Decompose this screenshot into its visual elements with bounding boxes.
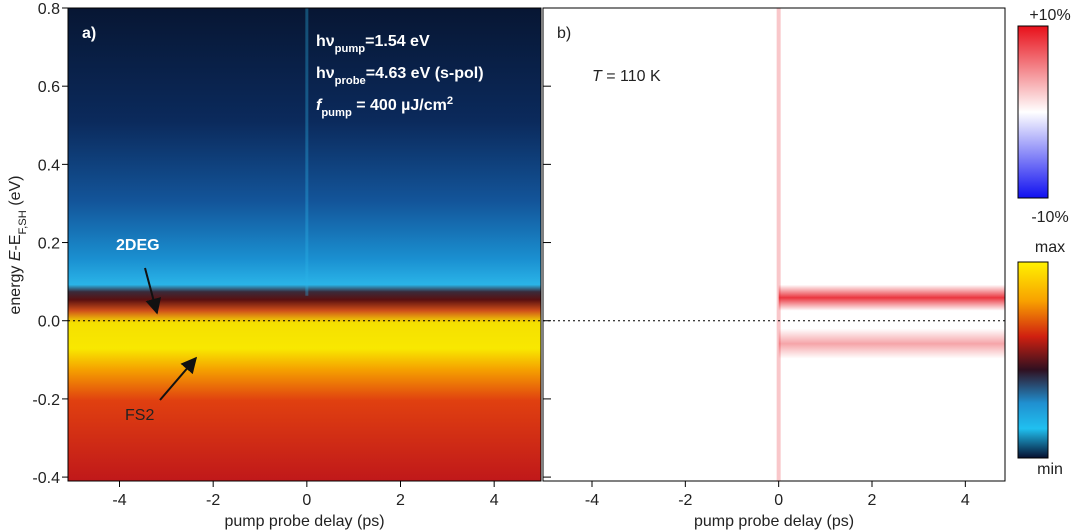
x-tick-label: 2 bbox=[868, 492, 877, 509]
y-tick-label: -0.2 bbox=[32, 392, 60, 409]
text-part: E bbox=[7, 250, 24, 261]
y-tick-label: 0.4 bbox=[38, 157, 60, 174]
frame bbox=[67, 7, 542, 482]
text-part: = 110 K bbox=[602, 68, 661, 85]
feature bbox=[778, 328, 1005, 359]
text-part: 2 bbox=[447, 95, 453, 107]
annotation: 2DEG bbox=[116, 237, 160, 254]
x-tick-label: -4 bbox=[585, 492, 599, 509]
feature bbox=[776, 8, 781, 481]
colorbar-label: max bbox=[1035, 239, 1065, 256]
x-tick-label: 4 bbox=[961, 492, 970, 509]
text-part: F,SH bbox=[17, 210, 29, 234]
x-tick-label: 0 bbox=[302, 492, 311, 509]
heatmap-a bbox=[68, 8, 541, 481]
frame bbox=[542, 7, 1006, 482]
x-tick-label: 0 bbox=[774, 492, 783, 509]
text-part: pump bbox=[335, 43, 366, 55]
y-tick-label: 0.8 bbox=[38, 1, 60, 18]
text-part: hν bbox=[316, 65, 335, 82]
text-part: = 400 µJ/cm bbox=[352, 97, 447, 114]
parameter: fpump = 400 µJ/cm2 bbox=[316, 95, 453, 119]
x-tick-label: 2 bbox=[396, 492, 405, 509]
panel-label: a) bbox=[82, 25, 96, 42]
text-part: T bbox=[592, 68, 603, 85]
colorbar-label: min bbox=[1037, 461, 1063, 478]
x-tick-label: -4 bbox=[112, 492, 126, 509]
feature bbox=[305, 8, 309, 296]
colorbar-label: +10% bbox=[1029, 7, 1070, 24]
x-tick-label: -2 bbox=[678, 492, 692, 509]
parameter: hνpump=1.54 eV bbox=[316, 33, 430, 55]
x-tick-label: -2 bbox=[206, 492, 220, 509]
y-axis-label: energy E-EF,SH (eV) bbox=[7, 176, 29, 315]
text-part: hν bbox=[316, 33, 335, 50]
y-tick-label: -0.4 bbox=[32, 470, 60, 487]
colorbar-intensity bbox=[1017, 261, 1049, 459]
heatmap-b bbox=[543, 8, 1005, 481]
arrow bbox=[159, 356, 198, 401]
x-tick-label: 4 bbox=[490, 492, 499, 509]
y-tick-label: 0.6 bbox=[38, 79, 60, 96]
colorbar-label: -10% bbox=[1031, 209, 1068, 226]
text-part: f bbox=[316, 97, 323, 114]
x-axis-label: pump probe delay (ps) bbox=[224, 513, 384, 530]
text-part: =4.63 eV (s-pol) bbox=[366, 65, 484, 82]
text-part: (eV) bbox=[7, 176, 24, 211]
x-axis-label: pump probe delay (ps) bbox=[694, 513, 854, 530]
arrow bbox=[144, 267, 162, 315]
text-part: probe bbox=[335, 75, 366, 87]
feature bbox=[778, 284, 1005, 311]
panel-label: b) bbox=[557, 25, 571, 42]
text-part: pump bbox=[321, 107, 352, 119]
y-tick-label: 0.2 bbox=[38, 236, 60, 253]
text-part: -E bbox=[7, 234, 24, 250]
annotation: T = 110 K bbox=[592, 68, 661, 85]
y-tick-label: 0.0 bbox=[38, 314, 60, 331]
annotation: FS2 bbox=[125, 407, 154, 424]
colorbar-diff bbox=[1017, 25, 1049, 199]
parameter: hνprobe=4.63 eV (s-pol) bbox=[316, 65, 484, 87]
text-part: energy bbox=[7, 261, 24, 314]
text-part: =1.54 eV bbox=[365, 33, 430, 50]
